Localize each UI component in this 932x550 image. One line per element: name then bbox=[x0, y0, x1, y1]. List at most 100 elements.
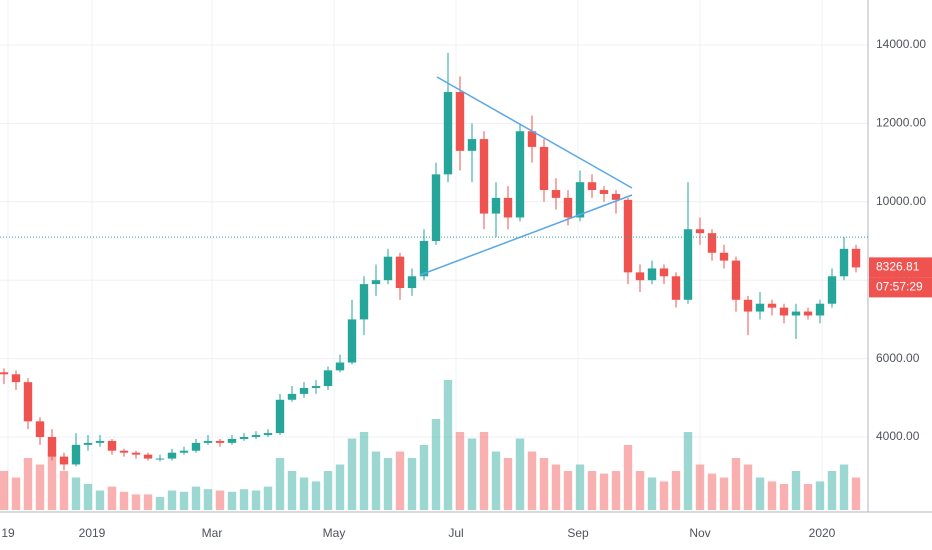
candle-body bbox=[287, 393, 297, 400]
volume-bar bbox=[599, 473, 609, 510]
candle-body bbox=[131, 452, 141, 455]
volume-bar bbox=[407, 458, 417, 510]
candle-body bbox=[359, 284, 369, 320]
y-tick-label: 14000.00 bbox=[876, 37, 926, 51]
x-tick-label: 2020 bbox=[809, 526, 836, 540]
candle-body bbox=[143, 454, 153, 459]
candle-body bbox=[539, 146, 549, 191]
candle-body bbox=[335, 362, 345, 371]
candle-body bbox=[419, 241, 429, 277]
candle-body bbox=[371, 280, 381, 285]
volume-bar bbox=[563, 471, 573, 510]
volume-bar bbox=[587, 471, 597, 510]
volume-bar bbox=[275, 458, 285, 510]
y-tick-label: 12000.00 bbox=[876, 116, 926, 130]
volume-bar bbox=[371, 451, 381, 510]
candle-body bbox=[587, 182, 597, 191]
trendline-lower bbox=[419, 194, 633, 276]
volume-bar bbox=[539, 458, 549, 510]
candle-body bbox=[791, 311, 801, 316]
volume-bar bbox=[167, 490, 177, 510]
volume-bar bbox=[743, 464, 753, 510]
candle-body bbox=[551, 190, 561, 198]
volume-bar bbox=[623, 445, 633, 510]
x-tick-label: Jul bbox=[448, 526, 463, 540]
volume-bar bbox=[419, 445, 429, 510]
candle-body bbox=[203, 440, 213, 443]
candle-body bbox=[119, 450, 129, 453]
candle-body bbox=[611, 193, 621, 200]
candles bbox=[0, 52, 861, 471]
candle-body bbox=[299, 388, 309, 394]
candle-body bbox=[467, 139, 477, 151]
candle-body bbox=[491, 197, 501, 214]
volume-bar bbox=[107, 486, 117, 510]
volume-bar bbox=[443, 380, 453, 510]
x-tick-label: May bbox=[323, 526, 346, 540]
volume-bar bbox=[35, 464, 45, 510]
volume-bar bbox=[311, 481, 321, 510]
volume-bar bbox=[119, 491, 129, 510]
candle-body bbox=[647, 268, 657, 281]
candle-body bbox=[731, 260, 741, 300]
y-tick-label: 4000.00 bbox=[876, 429, 920, 443]
volume-bar bbox=[659, 481, 669, 510]
x-tick-label: 2019 bbox=[79, 526, 106, 540]
volume-bar bbox=[143, 494, 153, 510]
candle-body bbox=[443, 92, 453, 175]
countdown-label: 07:57:29 bbox=[876, 280, 923, 294]
volume bbox=[0, 380, 861, 510]
candle-body bbox=[635, 272, 645, 281]
volume-bar bbox=[779, 484, 789, 510]
volume-bar bbox=[47, 451, 57, 510]
x-tick-label: Sep bbox=[567, 526, 589, 540]
candle-body bbox=[407, 276, 417, 289]
candle-body bbox=[251, 435, 261, 438]
volume-bar bbox=[347, 438, 357, 510]
candle-body bbox=[347, 319, 357, 363]
candle-body bbox=[479, 139, 489, 214]
candle-body bbox=[767, 303, 777, 308]
candle-body bbox=[599, 190, 609, 194]
candle-body bbox=[395, 256, 405, 289]
volume-bar bbox=[59, 471, 69, 510]
x-tick-label: Mar bbox=[202, 526, 223, 540]
volume-bar bbox=[635, 471, 645, 510]
volume-bar bbox=[155, 497, 165, 510]
candle-body bbox=[743, 299, 753, 312]
candle-body bbox=[215, 440, 225, 443]
grid bbox=[0, 0, 868, 510]
candle-body bbox=[191, 442, 201, 451]
volume-bar bbox=[323, 471, 333, 510]
candle-body bbox=[755, 303, 765, 312]
volume-bar bbox=[191, 486, 201, 510]
volume-bar bbox=[575, 464, 585, 510]
candle-body bbox=[575, 182, 585, 218]
volume-bar bbox=[83, 484, 93, 510]
x-tick-label: 19 bbox=[1, 526, 15, 540]
volume-bar bbox=[23, 458, 33, 510]
candle-body bbox=[431, 174, 441, 242]
candle-body bbox=[59, 456, 69, 465]
volume-bar bbox=[551, 464, 561, 510]
candle-body bbox=[683, 229, 693, 300]
volume-bar bbox=[803, 484, 813, 510]
candle-body bbox=[719, 252, 729, 261]
candle-body bbox=[0, 372, 9, 375]
volume-bar bbox=[287, 471, 297, 510]
volume-bar bbox=[815, 481, 825, 510]
volume-bar bbox=[479, 432, 489, 510]
volume-bar bbox=[527, 451, 537, 510]
candle-body bbox=[275, 399, 285, 434]
volume-bar bbox=[263, 486, 273, 510]
volume-bar bbox=[179, 491, 189, 510]
candle-body bbox=[707, 233, 717, 253]
volume-bar bbox=[395, 451, 405, 510]
volume-bar bbox=[683, 432, 693, 510]
candle-body bbox=[95, 440, 105, 443]
volume-bar bbox=[203, 489, 213, 510]
volume-bar bbox=[467, 438, 477, 510]
volume-bar bbox=[359, 432, 369, 510]
volume-bar bbox=[515, 438, 525, 510]
